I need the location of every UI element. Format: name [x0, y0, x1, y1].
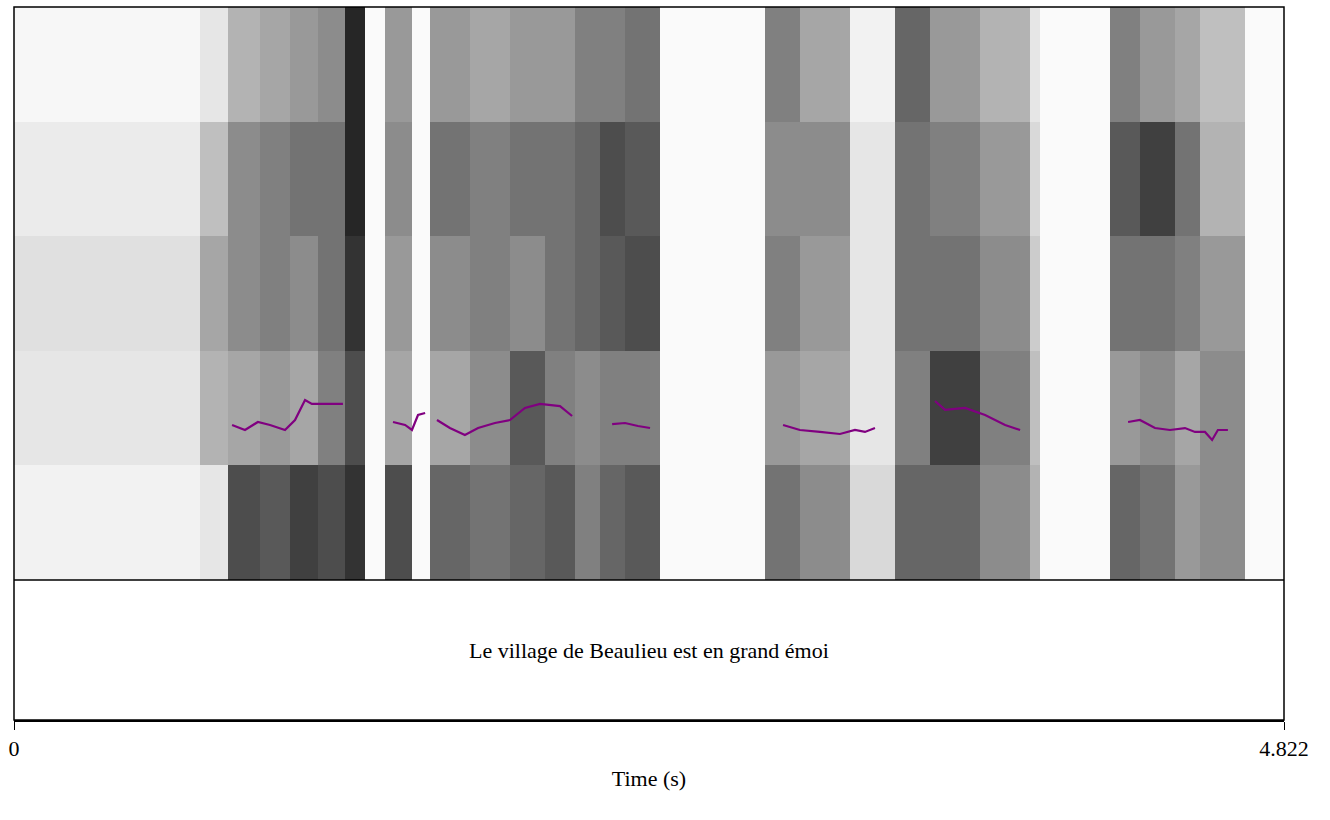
svg-text:4.822: 4.822 [1259, 736, 1309, 761]
svg-text:Time (s): Time (s) [612, 766, 686, 791]
svg-text:0: 0 [9, 736, 20, 761]
svg-text:Le village de Beaulieu est en: Le village de Beaulieu est en grand émoi [469, 638, 829, 663]
